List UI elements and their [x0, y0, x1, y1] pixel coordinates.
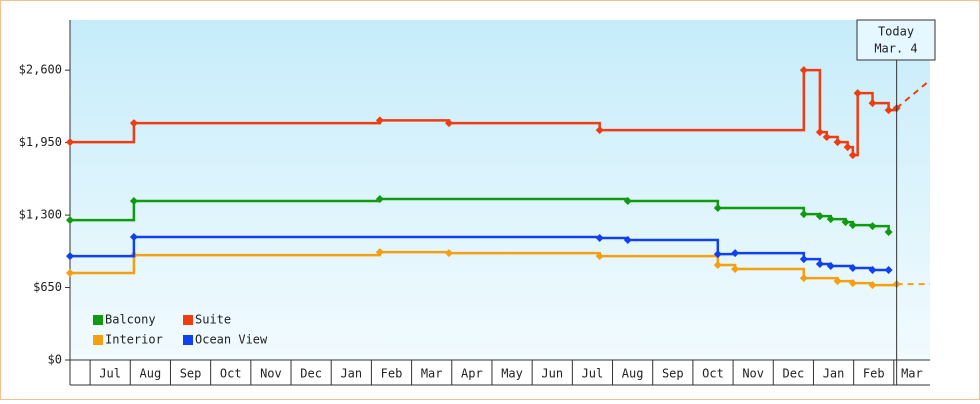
y-tick-label: $650 [33, 280, 62, 294]
x-tick-label: Nov [260, 367, 282, 381]
price-point [868, 281, 877, 290]
x-tick-label: Jan [340, 367, 362, 381]
today-box [856, 19, 936, 61]
price-point [822, 133, 831, 142]
price-point [826, 262, 835, 271]
price-point [66, 138, 74, 147]
today-label: Today [878, 25, 914, 39]
price-point [129, 233, 138, 242]
legend-swatch [93, 315, 103, 325]
legend-label: Ocean View [195, 333, 268, 347]
price-point [884, 228, 893, 237]
x-tick-label: Oct [702, 367, 724, 381]
price-point [595, 252, 604, 261]
projection-line [896, 79, 931, 109]
x-tick-label: May [501, 367, 523, 381]
price-point [815, 212, 824, 221]
price-point [843, 143, 852, 152]
legend-swatch [183, 315, 193, 325]
price-point [884, 106, 893, 115]
plot-area [70, 20, 930, 360]
x-tick-label: Aug [622, 367, 644, 381]
legend-label: Interior [105, 333, 163, 347]
price-point [799, 66, 808, 75]
price-point [799, 255, 808, 264]
price-point [815, 128, 824, 137]
price-point [826, 215, 835, 224]
x-tick-label: Feb [381, 367, 403, 381]
price-point [375, 248, 384, 257]
y-tick-label: $1,300 [19, 208, 62, 222]
price-point [731, 249, 740, 258]
price-point [848, 221, 857, 230]
x-tick-label: Jun [541, 367, 563, 381]
price-point [713, 204, 722, 213]
today-label: Mar. 4 [874, 42, 917, 56]
price-point [623, 236, 632, 245]
price-point [868, 222, 877, 231]
x-tick-label: Sep [180, 367, 202, 381]
price-point [853, 89, 862, 98]
legend-label: Suite [195, 313, 231, 327]
x-tick-label: Apr [461, 367, 483, 381]
price-point [868, 266, 877, 275]
price-point [799, 274, 808, 283]
price-point [444, 119, 453, 128]
price-point [623, 197, 632, 206]
price-point [815, 260, 824, 269]
x-tick-label: Jul [99, 367, 121, 381]
price-point [129, 119, 138, 128]
y-tick-label: $1,950 [19, 135, 62, 149]
price-point [713, 261, 722, 270]
price-point [799, 210, 808, 219]
price-point [375, 195, 384, 204]
y-tick-label: $0 [48, 353, 62, 367]
x-tick-label: Aug [140, 367, 162, 381]
x-tick-label: Dec [300, 367, 322, 381]
x-tick-label: Oct [220, 367, 242, 381]
legend-swatch [183, 335, 193, 345]
price-point [884, 266, 893, 275]
price-point [848, 279, 857, 288]
price-point [731, 265, 740, 274]
x-tick-label: Jan [823, 367, 845, 381]
x-tick-label: Mar [901, 367, 923, 381]
price-point [841, 218, 850, 227]
price-point [595, 234, 604, 243]
legend-label: Balcony [105, 313, 156, 327]
price-point [595, 126, 604, 135]
price-point [66, 252, 74, 261]
price-point [66, 216, 74, 225]
price-point [833, 277, 842, 286]
x-tick-label: Mar [421, 367, 443, 381]
price-point [444, 249, 453, 258]
price-point [713, 250, 722, 259]
x-tick-label: Jul [582, 367, 604, 381]
legend-swatch [93, 335, 103, 345]
price-point [129, 197, 138, 206]
x-tick-label: Sep [662, 367, 684, 381]
x-tick-label: Feb [863, 367, 885, 381]
x-tick-label: Dec [783, 367, 805, 381]
price-point [868, 99, 877, 108]
x-tick-label: Nov [742, 367, 764, 381]
price-point [66, 269, 74, 278]
price-point [848, 151, 857, 160]
price-point [833, 138, 842, 147]
y-tick-label: $2,600 [19, 63, 62, 77]
price-point [848, 264, 857, 273]
price-point [375, 116, 384, 125]
